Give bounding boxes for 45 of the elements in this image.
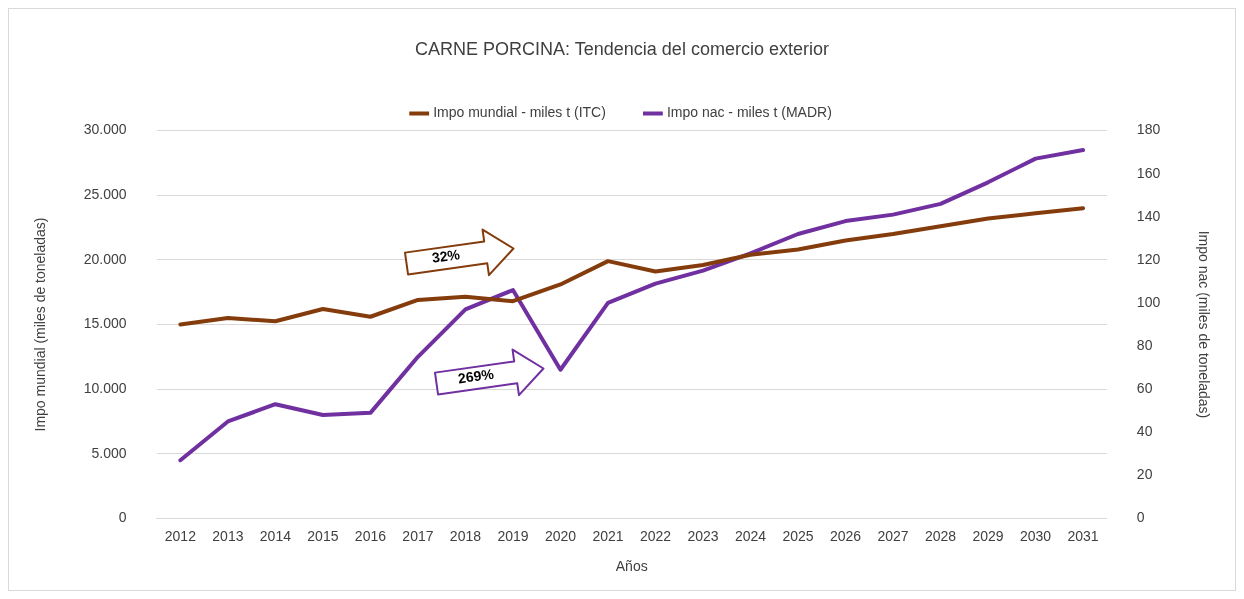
y2-tick-label: 160 bbox=[1136, 164, 1161, 181]
x-tick-label: 2019 bbox=[497, 527, 529, 544]
x-tick-label: 2022 bbox=[639, 527, 672, 544]
y2-tick-label: 40 bbox=[1136, 423, 1153, 440]
y-axis-title: Impo mundial (miles de toneladas) bbox=[32, 217, 49, 432]
x-tick-label: 2018 bbox=[449, 527, 482, 544]
y2-axis-title: Impo nac (miles de toneladas) bbox=[1195, 230, 1212, 419]
x-tick-label: 2023 bbox=[687, 527, 719, 544]
x-tick-label: 2028 bbox=[924, 527, 957, 544]
x-axis-title: Años bbox=[615, 558, 648, 575]
y2-tick-label: 0 bbox=[1136, 509, 1145, 526]
x-tick-label: 2026 bbox=[829, 527, 862, 544]
x-tick-label: 2012 bbox=[164, 527, 197, 544]
y-tick-label: 25.000 bbox=[83, 186, 127, 203]
x-tick-label: 2017 bbox=[402, 527, 434, 544]
y2-tick-label: 20 bbox=[1136, 466, 1153, 483]
y-tick-label: 5.000 bbox=[91, 444, 127, 461]
y-tick-label: 15.000 bbox=[83, 315, 127, 332]
x-tick-label: 2030 bbox=[1020, 527, 1052, 544]
y-tick-label: 20.000 bbox=[83, 250, 127, 267]
chart-title: CARNE PORCINA: Tendencia del comercio exterior bbox=[415, 38, 829, 59]
y2-tick-label: 140 bbox=[1136, 207, 1161, 224]
annotation: 32% bbox=[429, 245, 462, 268]
y2-tick-label: 80 bbox=[1136, 336, 1153, 353]
x-tick-label: 2021 bbox=[592, 527, 624, 544]
x-tick-label: 2025 bbox=[782, 527, 814, 544]
x-tick-label: 2013 bbox=[212, 527, 244, 544]
y-tick-label: 30.000 bbox=[83, 121, 127, 138]
x-tick-label: 2031 bbox=[1067, 527, 1099, 544]
x-tick-label: 2015 bbox=[307, 527, 339, 544]
y-tick-label: 0 bbox=[118, 509, 127, 526]
y2-tick-label: 60 bbox=[1136, 379, 1153, 396]
legend-label: Impo mundial - miles t (ITC) bbox=[433, 104, 606, 121]
x-tick-label: 2024 bbox=[734, 527, 767, 544]
y2-tick-label: 180 bbox=[1136, 121, 1161, 138]
y2-tick-label: 100 bbox=[1136, 293, 1161, 310]
y2-tick-label: 120 bbox=[1136, 250, 1161, 267]
x-tick-label: 2029 bbox=[972, 527, 1004, 544]
x-tick-label: 2016 bbox=[354, 527, 387, 544]
x-tick-label: 2014 bbox=[259, 527, 292, 544]
x-tick-label: 2020 bbox=[544, 527, 577, 544]
x-tick-label: 2027 bbox=[877, 527, 909, 544]
annotation: 269% bbox=[456, 364, 496, 389]
y-tick-label: 10.000 bbox=[83, 379, 127, 396]
legend-label: Impo nac - miles t (MADR) bbox=[666, 104, 832, 121]
